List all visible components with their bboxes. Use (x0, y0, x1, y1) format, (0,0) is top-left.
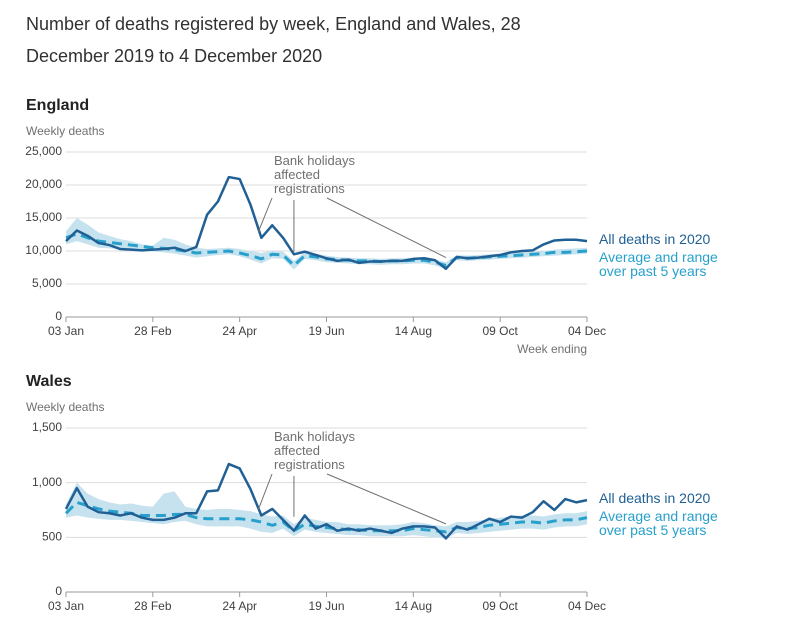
average-line (64, 500, 588, 534)
annotation-pointer (257, 197, 273, 232)
legend-label: All deaths in 2020 (599, 231, 711, 248)
y-tick-label: 15,000 (25, 210, 62, 224)
x-tick-label: 24 Apr (222, 324, 257, 338)
y-tick-label: 500 (42, 530, 62, 544)
y-tick-label: 0 (55, 584, 62, 598)
y-tick-label: 5,000 (32, 276, 62, 290)
x-tick-label: 19 Jun (308, 324, 344, 338)
x-axis-label: Week ending (517, 342, 587, 356)
page-title: Number of deaths registered by week, Eng… (26, 14, 521, 66)
x-tick-label: 03 Jan (48, 324, 84, 338)
y-tick-label: 20,000 (25, 177, 62, 191)
y-tick-label: 10,000 (25, 243, 62, 257)
panel-title: England (26, 97, 89, 114)
x-tick-label: 28 Feb (134, 324, 172, 338)
x-tick-label: 04 Dec (568, 324, 606, 338)
legend-label: All deaths in 2020 (599, 490, 711, 507)
y-axis-label: Weekly deaths (26, 124, 105, 138)
annotation-pointer (326, 197, 447, 258)
annotation-pointer (257, 473, 273, 510)
x-tick-label: 24 Apr (222, 599, 257, 613)
x-tick-label: 19 Jun (308, 599, 344, 613)
panel-title: Wales (26, 373, 72, 390)
annotation-pointer (326, 473, 447, 525)
x-tick-label: 09 Oct (482, 599, 518, 613)
range-band (66, 218, 587, 270)
y-axis-label: Weekly deaths (26, 400, 105, 414)
x-tick-label: 14 Aug (395, 599, 432, 613)
annotation: Bank holidays affected registrations (274, 429, 355, 472)
line-2020 (64, 462, 588, 540)
x-tick-label: 04 Dec (568, 599, 606, 613)
legend-label: Average and range over past 5 years (599, 249, 718, 280)
line-2020 (65, 175, 588, 271)
x-tick-label: 09 Oct (482, 324, 518, 338)
annotation: Bank holidays affected registrations (274, 153, 355, 196)
x-tick-label: 03 Jan (48, 599, 84, 613)
y-tick-label: 25,000 (25, 144, 62, 158)
y-tick-label: 0 (55, 309, 62, 323)
x-tick-label: 14 Aug (395, 324, 432, 338)
x-tick-label: 28 Feb (134, 599, 172, 613)
range-band (66, 482, 587, 539)
y-tick-label: 1,500 (32, 420, 62, 434)
legend-label: Average and range over past 5 years (599, 508, 718, 539)
y-tick-label: 1,000 (32, 475, 62, 489)
